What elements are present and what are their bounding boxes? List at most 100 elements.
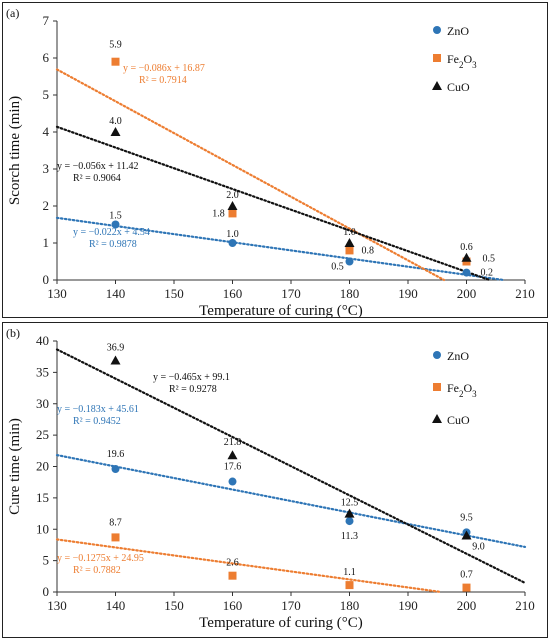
trend-r2-fe2o3: R² = 0.7882 [73, 565, 121, 576]
data-label-zno: 9.5 [460, 512, 473, 523]
scorch-time-chart-panel: (a) 130 140 150 160 170 180 190 200 210 0 1 2 3 4 5 6 7 Te… [2, 2, 548, 318]
x-tick-label: 210 [515, 286, 535, 301]
data-label-cuo: 21.8 [224, 437, 242, 448]
cure-time-chart: (b) 130 140 150 160 170 180 190 200 210 0 5 10 15 20 25… [6, 326, 535, 631]
data-label-fe2o3: 2.6 [226, 558, 239, 569]
data-point-fe2o3 [345, 581, 354, 590]
data-point-cuo [461, 530, 472, 540]
legend-label-fe2o3: Fe2O3 [447, 381, 477, 399]
data-label-cuo: 4.0 [109, 116, 122, 127]
legend-marker-cuo [432, 81, 442, 90]
legend-marker-cuo [432, 414, 442, 423]
y-axis-title: Scorch time (min) [7, 96, 23, 205]
x-tick-label: 200 [457, 286, 477, 301]
panel-label: (a) [6, 6, 19, 20]
trend-equation-zno: y = −0.022x + 4.54 [73, 227, 150, 238]
panel-label: (b) [6, 326, 20, 340]
legend-marker-fe2o3 [433, 383, 441, 391]
data-point-fe2o3 [228, 571, 237, 580]
data-point-zno [111, 465, 120, 474]
trendline-cuo [55, 125, 491, 282]
data-point-fe2o3 [462, 583, 471, 592]
data-point-cuo [227, 450, 238, 460]
trendline-fe2o3 [55, 538, 443, 594]
x-tick-label: 180 [340, 598, 360, 613]
data-label-cuo: 0.6 [460, 242, 473, 253]
y-tick-label: 5 [43, 87, 50, 102]
data-label-zno: 19.6 [107, 449, 125, 460]
x-tick-label: 140 [106, 598, 126, 613]
data-point-zno [345, 517, 354, 526]
y-tick-label: 2 [43, 198, 50, 213]
data-point-fe2o3 [228, 209, 237, 218]
y-tick-label: 15 [36, 490, 49, 505]
trend-equation-fe2o3: y = −0.086x + 16.87 [123, 63, 205, 74]
data-label-fe2o3: 0.8 [362, 245, 375, 256]
data-label-fe2o3: 0.5 [483, 254, 496, 265]
data-label-cuo: 12.5 [341, 498, 359, 509]
y-tick-label: 20 [36, 459, 49, 474]
data-point-fe2o3 [111, 533, 120, 542]
y-tick-label: 0 [43, 272, 50, 287]
y-tick-label: 30 [36, 396, 49, 411]
y-tick-label: 7 [43, 13, 50, 28]
data-label-cuo: 9.0 [472, 542, 485, 553]
x-tick-label: 200 [457, 598, 477, 613]
scorch-time-chart: (a) 130 140 150 160 170 180 190 200 210 0 1 2 3 4 5 6 7 Te… [6, 6, 535, 317]
trend-r2-zno: R² = 0.9878 [89, 239, 137, 250]
data-point-cuo [110, 355, 121, 365]
data-point-cuo [461, 252, 472, 262]
data-point-fe2o3 [111, 57, 120, 66]
trend-equation-cuo: y = −0.465x + 99.1 [153, 372, 230, 383]
trend-r2-zno: R² = 0.9452 [73, 416, 121, 427]
data-point-fe2o3 [345, 246, 354, 255]
y-tick-label: 5 [43, 553, 50, 568]
data-point-zno [228, 477, 237, 486]
data-label-fe2o3: 8.7 [109, 517, 122, 528]
y-tick-label: 3 [43, 161, 50, 176]
legend-label-fe2o3: Fe2O3 [447, 52, 477, 70]
data-label-zno: 17.6 [224, 462, 242, 473]
trend-r2-cuo: R² = 0.9278 [169, 384, 217, 395]
data-point-zno [462, 268, 471, 277]
x-tick-label: 190 [398, 286, 418, 301]
data-label-cuo: 36.9 [107, 342, 125, 353]
data-point-cuo [110, 127, 121, 136]
legend-label-cuo: CuO [447, 80, 470, 94]
y-tick-label: 40 [36, 333, 49, 348]
data-label-fe2o3: 1.8 [212, 208, 225, 219]
x-tick-label: 180 [340, 286, 360, 301]
data-point-zno [345, 257, 354, 266]
data-label-fe2o3: 5.9 [109, 40, 122, 51]
y-axis-title: Cure time (min) [7, 418, 23, 515]
x-tick-label: 130 [47, 598, 67, 613]
data-label-zno: 11.3 [341, 531, 358, 542]
legend-marker-zno [433, 26, 441, 34]
legend-label-zno: ZnO [447, 349, 469, 363]
x-axis-title: Temperature of curing (°C) [199, 303, 363, 317]
x-tick-label: 140 [106, 286, 126, 301]
data-label-zno: 0.2 [481, 268, 494, 279]
trendline-fe2o3 [55, 68, 446, 282]
data-label-cuo: 1.0 [343, 227, 356, 238]
cure-time-chart-panel: (b) 130 140 150 160 170 180 190 200 210 0 5 10 15 20 25… [2, 322, 548, 638]
x-tick-label: 160 [223, 286, 243, 301]
data-point-zno [228, 239, 237, 247]
data-label-zno: 0.5 [331, 262, 344, 273]
data-point-cuo [344, 508, 355, 518]
data-point-zno [111, 220, 120, 229]
legend-marker-zno [433, 351, 441, 359]
trendline-zno [55, 216, 505, 282]
trend-equation-zno: y = −0.183x + 45.61 [57, 404, 139, 415]
legend-label-zno: ZnO [447, 24, 469, 38]
trend-equation-cuo: y = −0.056x + 11.42 [57, 161, 139, 172]
data-label-zno: 1.0 [226, 229, 239, 240]
data-label-zno: 1.5 [109, 211, 122, 222]
y-tick-label: 35 [36, 364, 49, 379]
data-point-cuo [227, 201, 238, 210]
data-label-fe2o3: 0.7 [460, 570, 473, 581]
data-label-fe2o3: 1.1 [343, 567, 356, 578]
y-tick-label: 1 [43, 235, 50, 250]
x-tick-label: 160 [223, 598, 243, 613]
x-tick-label: 150 [164, 286, 184, 301]
